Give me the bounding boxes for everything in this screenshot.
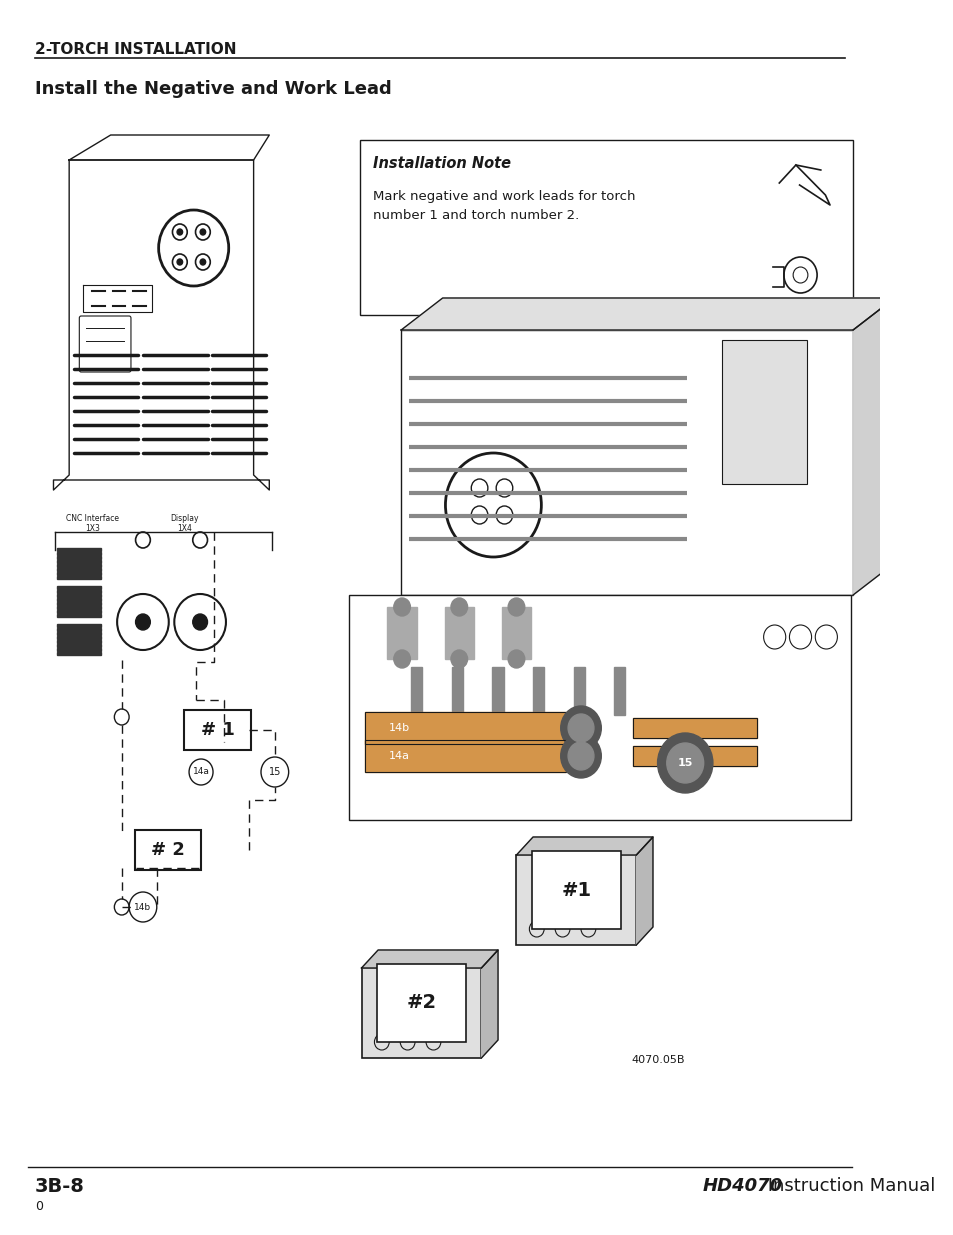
Text: 15: 15 (677, 758, 692, 768)
Bar (632, 718, 757, 739)
Bar (452, 667, 462, 715)
Circle shape (666, 743, 703, 783)
Bar (632, 718, 757, 739)
FancyBboxPatch shape (361, 968, 481, 1058)
FancyBboxPatch shape (348, 595, 850, 820)
Bar (411, 667, 422, 715)
Bar (57, 548, 101, 551)
Bar (57, 652, 101, 655)
Circle shape (508, 650, 524, 668)
Bar (365, 713, 566, 743)
Polygon shape (516, 837, 652, 855)
Text: 14b: 14b (134, 903, 152, 911)
Text: 14a: 14a (193, 767, 210, 777)
Bar (57, 601, 101, 605)
Text: Instruction Manual: Instruction Manual (761, 1177, 934, 1195)
Text: # 2: # 2 (151, 841, 185, 860)
Text: 0: 0 (35, 1200, 43, 1213)
Bar (57, 576, 101, 579)
Bar (57, 572, 101, 576)
Bar (57, 632, 101, 635)
Bar (57, 598, 101, 601)
Bar (57, 648, 101, 651)
Circle shape (508, 598, 524, 616)
Bar (501, 606, 531, 659)
Circle shape (451, 650, 467, 668)
Text: CNC Interface
1X3: CNC Interface 1X3 (66, 514, 118, 534)
FancyBboxPatch shape (721, 340, 806, 484)
Circle shape (567, 742, 594, 769)
Bar (57, 552, 101, 555)
Circle shape (451, 598, 467, 616)
Bar (57, 610, 101, 613)
Circle shape (177, 259, 182, 266)
Text: 14b: 14b (389, 722, 410, 734)
Text: 2-TORCH INSTALLATION: 2-TORCH INSTALLATION (35, 42, 236, 57)
Bar (57, 624, 101, 627)
Bar (57, 643, 101, 647)
Text: 14a: 14a (389, 751, 410, 761)
Bar (444, 606, 474, 659)
FancyBboxPatch shape (401, 330, 852, 595)
Polygon shape (852, 298, 894, 595)
Text: 4070.05B: 4070.05B (631, 1055, 684, 1065)
Bar (365, 740, 566, 772)
Bar (365, 713, 566, 743)
Bar (57, 590, 101, 593)
Bar (533, 667, 543, 715)
Bar (57, 556, 101, 559)
Bar (492, 667, 503, 715)
Circle shape (657, 734, 712, 793)
Bar (632, 746, 757, 766)
Polygon shape (401, 298, 894, 330)
Circle shape (193, 614, 208, 630)
FancyBboxPatch shape (516, 855, 636, 945)
Text: #2: #2 (406, 993, 436, 1013)
Text: #1: #1 (560, 881, 591, 899)
Bar (57, 629, 101, 631)
Circle shape (200, 228, 206, 235)
Bar (57, 594, 101, 597)
Circle shape (560, 734, 600, 778)
Bar (57, 640, 101, 643)
Circle shape (567, 714, 594, 742)
FancyBboxPatch shape (184, 710, 251, 750)
Polygon shape (361, 950, 497, 968)
FancyBboxPatch shape (359, 140, 852, 315)
Text: Mark negative and work leads for torch
number 1 and torch number 2.: Mark negative and work leads for torch n… (373, 190, 635, 222)
Text: Installation Note: Installation Note (373, 156, 510, 170)
Text: HD4070: HD4070 (702, 1177, 782, 1195)
FancyBboxPatch shape (134, 830, 201, 869)
Text: Install the Negative and Work Lead: Install the Negative and Work Lead (35, 80, 392, 98)
Bar (57, 559, 101, 563)
Text: # 1: # 1 (200, 721, 234, 739)
Bar (387, 606, 416, 659)
FancyBboxPatch shape (79, 316, 131, 372)
Bar (57, 606, 101, 609)
Circle shape (177, 228, 182, 235)
Text: Display
1X4: Display 1X4 (170, 514, 198, 534)
Circle shape (135, 614, 151, 630)
Text: 15: 15 (269, 767, 281, 777)
Bar (57, 568, 101, 571)
Bar (57, 585, 101, 589)
Polygon shape (481, 950, 497, 1058)
Bar (57, 614, 101, 618)
Bar (614, 667, 624, 715)
Circle shape (560, 706, 600, 750)
Bar (57, 564, 101, 567)
Polygon shape (636, 837, 652, 945)
Text: 3B-8: 3B-8 (35, 1177, 85, 1195)
Bar (573, 667, 584, 715)
Circle shape (394, 650, 410, 668)
Circle shape (200, 259, 206, 266)
Bar (632, 746, 757, 766)
Bar (57, 636, 101, 638)
Circle shape (394, 598, 410, 616)
Bar (365, 740, 566, 772)
